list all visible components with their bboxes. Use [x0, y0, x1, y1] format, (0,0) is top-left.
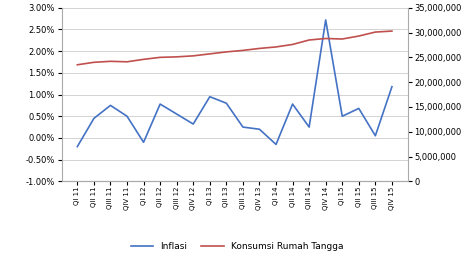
Konsumsi Rumah Tangga [273, 45, 279, 48]
Konsumsi Rumah Tangga [356, 34, 362, 38]
Inflasi [224, 102, 229, 105]
Inflasi [108, 104, 113, 107]
Inflasi [273, 143, 279, 146]
Inflasi [339, 115, 345, 118]
Line: Konsumsi Rumah Tangga: Konsumsi Rumah Tangga [77, 31, 392, 65]
Inflasi [256, 128, 262, 131]
Inflasi [356, 107, 362, 110]
Konsumsi Rumah Tangga [373, 31, 378, 34]
Konsumsi Rumah Tangga [339, 38, 345, 41]
Inflasi [174, 112, 180, 116]
Konsumsi Rumah Tangga [191, 54, 196, 57]
Inflasi [141, 141, 146, 144]
Konsumsi Rumah Tangga [306, 38, 312, 41]
Konsumsi Rumah Tangga [157, 56, 163, 59]
Inflasi [240, 126, 246, 129]
Inflasi [74, 145, 80, 148]
Inflasi [323, 18, 328, 21]
Line: Inflasi: Inflasi [77, 20, 392, 147]
Konsumsi Rumah Tangga [224, 50, 229, 53]
Konsumsi Rumah Tangga [141, 58, 146, 61]
Konsumsi Rumah Tangga [389, 30, 395, 33]
Inflasi [124, 115, 130, 118]
Legend: Inflasi, Konsumsi Rumah Tangga: Inflasi, Konsumsi Rumah Tangga [127, 238, 347, 255]
Inflasi [91, 117, 97, 120]
Konsumsi Rumah Tangga [124, 60, 130, 63]
Inflasi [207, 95, 213, 98]
Konsumsi Rumah Tangga [323, 37, 328, 40]
Konsumsi Rumah Tangga [207, 52, 213, 55]
Inflasi [191, 123, 196, 126]
Inflasi [157, 103, 163, 106]
Inflasi [373, 134, 378, 137]
Inflasi [290, 103, 295, 106]
Konsumsi Rumah Tangga [74, 63, 80, 66]
Konsumsi Rumah Tangga [108, 60, 113, 63]
Inflasi [306, 126, 312, 129]
Konsumsi Rumah Tangga [91, 61, 97, 64]
Konsumsi Rumah Tangga [290, 43, 295, 46]
Konsumsi Rumah Tangga [256, 47, 262, 50]
Konsumsi Rumah Tangga [240, 49, 246, 52]
Inflasi [389, 85, 395, 88]
Konsumsi Rumah Tangga [174, 55, 180, 59]
